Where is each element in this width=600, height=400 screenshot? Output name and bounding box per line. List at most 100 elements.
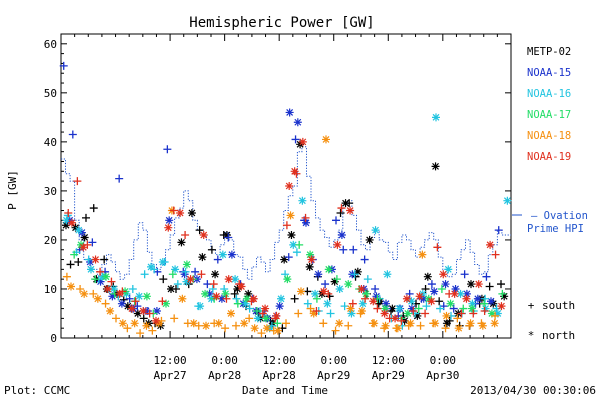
- x-tick-label: 0:00: [211, 354, 238, 367]
- point-north-metp-02: [62, 221, 70, 230]
- point-north-noaa-19: [199, 231, 208, 240]
- point-north-noaa-16: [218, 250, 227, 259]
- point-north-noaa-15: [337, 231, 346, 240]
- point-north-noaa-16: [122, 289, 131, 298]
- point-south-noaa-17: [252, 307, 261, 316]
- point-north-noaa-19: [115, 289, 124, 298]
- point-north-noaa-19: [127, 304, 136, 313]
- point-south-noaa-19: [373, 304, 382, 313]
- point-south-noaa-15: [494, 226, 503, 235]
- point-south-noaa-19: [209, 280, 218, 289]
- point-north-noaa-16: [311, 289, 320, 298]
- point-south-noaa-18: [112, 314, 120, 323]
- point-south-noaa-19: [421, 309, 430, 318]
- x-tick-sublabel: Apr27: [154, 369, 187, 382]
- data-points-layer: [59, 61, 512, 338]
- point-north-metp-02: [330, 277, 339, 286]
- point-south-noaa-16: [173, 280, 182, 289]
- point-north-noaa-15: [382, 299, 390, 308]
- point-north-noaa-19: [391, 314, 400, 323]
- point-north-noaa-15: [419, 294, 428, 303]
- point-south-metp-02: [290, 294, 299, 303]
- point-south-noaa-19: [469, 309, 478, 318]
- point-north-noaa-19: [79, 243, 88, 252]
- point-south-noaa-16: [326, 309, 335, 318]
- point-north-noaa-16: [196, 302, 205, 311]
- point-south-noaa-18: [148, 326, 157, 335]
- legend-entry-noaa-18: NOAA-18: [527, 130, 571, 142]
- point-north-noaa-16: [241, 299, 250, 308]
- point-north-metp-02: [233, 284, 242, 293]
- point-south-noaa-15: [191, 267, 200, 276]
- point-north-noaa-16: [253, 314, 262, 323]
- point-north-metp-02: [268, 319, 277, 328]
- point-south-noaa-18: [136, 329, 145, 338]
- point-south-noaa-19: [107, 277, 116, 286]
- point-south-noaa-16: [84, 255, 93, 264]
- point-north-noaa-16: [371, 226, 380, 235]
- point-south-noaa-16: [303, 299, 312, 308]
- point-north-noaa-19: [497, 302, 506, 311]
- point-south-noaa-19: [83, 240, 92, 249]
- point-north-noaa-17: [162, 299, 170, 308]
- point-north-metp-02: [167, 284, 175, 293]
- x-tick-label: 0:00: [320, 354, 347, 367]
- point-south-noaa-16: [481, 294, 490, 303]
- point-north-metp-02: [431, 162, 440, 171]
- point-north-noaa-18: [250, 324, 259, 333]
- point-south-metp-02: [195, 226, 204, 235]
- point-north-noaa-19: [261, 304, 270, 313]
- point-north-noaa-19: [474, 280, 483, 289]
- point-south-noaa-15: [321, 280, 330, 289]
- point-south-noaa-16: [350, 270, 359, 279]
- point-south-noaa-19: [181, 231, 190, 240]
- plot-frame: [60, 33, 512, 339]
- point-north-noaa-19: [186, 275, 195, 284]
- y-tick-label: 50: [44, 87, 57, 100]
- point-south-noaa-15: [360, 255, 369, 264]
- marker-legend-symbol: *: [528, 329, 535, 342]
- point-north-noaa-15: [96, 277, 105, 286]
- point-north-metp-02: [365, 235, 374, 244]
- point-north-noaa-17: [467, 304, 476, 313]
- point-north-noaa-15: [285, 108, 294, 117]
- point-north-noaa-15: [462, 289, 471, 298]
- point-south-noaa-16: [422, 302, 431, 311]
- point-north-noaa-15: [217, 294, 226, 303]
- point-north-metp-02: [500, 292, 509, 301]
- point-north-noaa-15: [314, 270, 323, 279]
- point-north-noaa-18: [142, 321, 151, 330]
- chart-title: Hemispheric Power [GW]: [189, 15, 374, 31]
- point-south-noaa-19: [131, 297, 140, 306]
- point-north-noaa-17: [201, 289, 210, 298]
- point-south-noaa-17: [273, 319, 282, 328]
- point-north-noaa-18: [202, 321, 210, 330]
- point-north-noaa-17: [306, 250, 315, 259]
- point-north-noaa-19: [290, 167, 299, 176]
- point-north-metp-02: [467, 280, 475, 289]
- point-south-noaa-19: [169, 206, 178, 215]
- point-south-noaa-15: [482, 272, 491, 281]
- point-south-metp-02: [82, 213, 90, 222]
- point-south-noaa-18: [282, 319, 290, 328]
- x-tick-sublabel: Apr30: [426, 369, 459, 382]
- point-north-noaa-16: [323, 299, 332, 308]
- point-south-noaa-17: [91, 275, 100, 284]
- point-south-noaa-19: [96, 267, 105, 276]
- point-north-noaa-16: [444, 265, 453, 274]
- point-south-metp-02: [207, 245, 216, 254]
- point-north-noaa-16: [231, 275, 240, 284]
- point-north-noaa-18: [478, 321, 487, 330]
- point-north-noaa-19: [249, 294, 258, 303]
- point-south-noaa-17: [233, 299, 242, 308]
- ovation-legend-line2: Prime HPI: [527, 223, 584, 235]
- point-south-metp-02: [100, 255, 109, 264]
- point-south-metp-02: [89, 204, 98, 213]
- point-south-noaa-18: [62, 272, 71, 281]
- point-north-metp-02: [353, 267, 362, 276]
- point-north-noaa-18: [118, 319, 127, 328]
- point-north-noaa-17: [221, 289, 230, 298]
- point-south-noaa-16: [292, 248, 301, 257]
- point-south-noaa-16: [128, 284, 137, 293]
- marker-legend: + south * north: [528, 299, 575, 342]
